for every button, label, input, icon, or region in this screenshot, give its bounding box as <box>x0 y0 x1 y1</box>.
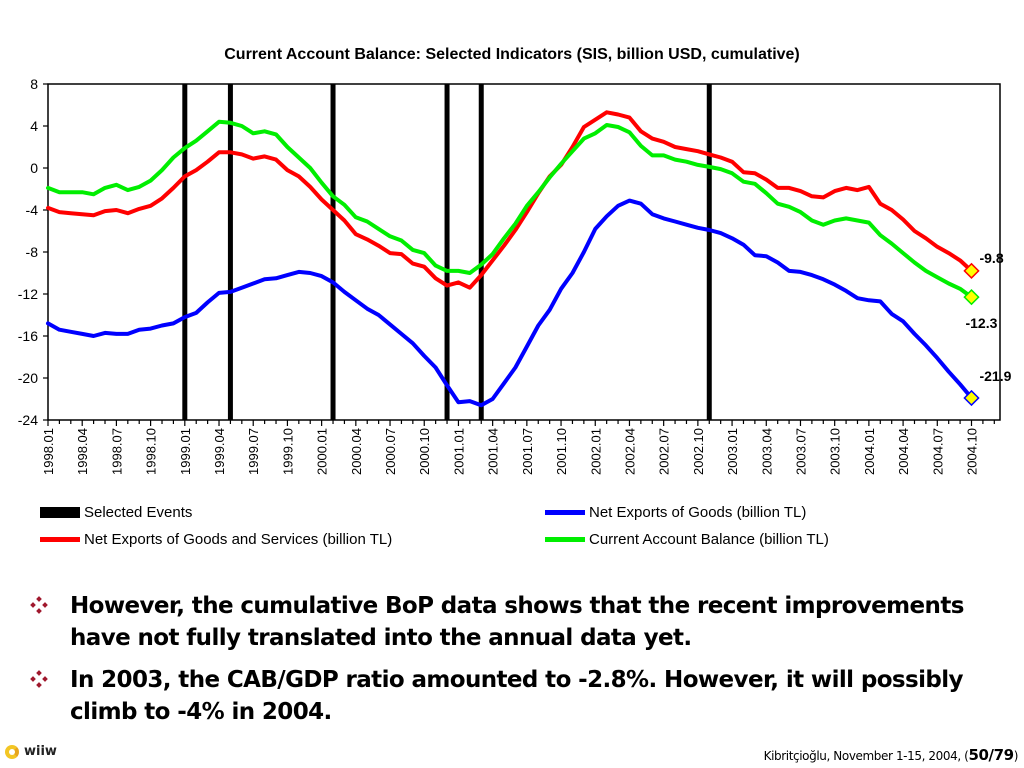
diamond-bullet-icon <box>30 670 48 688</box>
x-tick-label: 2000.01 <box>315 428 330 475</box>
chart-title: Current Account Balance: Selected Indica… <box>224 46 800 63</box>
chart: Current Account Balance: Selected Indica… <box>18 46 1012 475</box>
y-tick-label: -8 <box>26 244 39 260</box>
series-line-1 <box>46 198 974 408</box>
end-marker <box>963 289 980 306</box>
bullet-item: However, the cumulative BoP data shows t… <box>30 590 1020 654</box>
legend-label: Net Exports of Goods (billion TL) <box>589 504 807 521</box>
y-tick-label: 8 <box>30 76 38 92</box>
legend-swatch-net-exports-goods-services <box>40 537 80 542</box>
x-tick-label: 2004.07 <box>930 428 945 475</box>
legend-swatch-net-exports-goods <box>545 510 585 515</box>
legend-item-selected-events: Selected Events <box>40 504 192 521</box>
legend-item-net-exports-goods: Net Exports of Goods (billion TL) <box>545 504 806 521</box>
end-marker <box>963 389 980 407</box>
x-tick-label: 1998.04 <box>75 428 90 475</box>
y-tick-label: -16 <box>18 328 38 344</box>
end-marker <box>963 262 980 280</box>
end-value-label: -21.9 <box>979 368 1011 384</box>
legend-swatch-selected-events <box>40 507 80 518</box>
legend-swatch-current-account-balance <box>545 537 585 542</box>
y-tick-label: -24 <box>18 412 38 428</box>
x-tick-label: 1999.04 <box>212 428 227 475</box>
x-tick-label: 2004.01 <box>862 428 877 475</box>
x-tick-label: 2001.04 <box>486 428 501 475</box>
x-tick-label: 2001.01 <box>451 428 466 475</box>
footer-credit: Kibritçioğlu, November 1-15, 2004, (50/7… <box>763 746 1019 764</box>
y-tick-label: 4 <box>30 118 38 134</box>
x-tick-label: 2001.07 <box>520 428 535 475</box>
bullet-item: In 2003, the CAB/GDP ratio amounted to -… <box>30 664 1020 728</box>
bullet-text: In 2003, the CAB/GDP ratio amounted to -… <box>70 667 964 725</box>
series-line-3 <box>46 119 974 300</box>
logo-ring-icon <box>5 744 19 759</box>
x-tick-label: 1999.10 <box>280 428 295 475</box>
logo-text: wiiw <box>24 744 57 759</box>
bullet-text: However, the cumulative BoP data shows t… <box>70 593 964 651</box>
x-tick-label: 1999.01 <box>178 428 193 475</box>
x-tick-label: 2003.04 <box>759 428 774 475</box>
x-tick-label: 2000.10 <box>417 428 432 475</box>
x-tick-label: 2001.10 <box>554 428 569 475</box>
x-tick-label: 2000.04 <box>349 428 364 475</box>
x-tick-label: 2000.07 <box>383 428 398 475</box>
footer-credit-text: Kibritçioğlu, November 1-15, 2004, ( <box>763 749 969 763</box>
x-tick-label: 2004.04 <box>896 428 911 475</box>
y-tick-label: -4 <box>26 202 39 218</box>
x-tick-label: 2003.07 <box>793 428 808 475</box>
bullet-list: However, the cumulative BoP data shows t… <box>30 590 1020 738</box>
legend-item-current-account-balance: Current Account Balance (billion TL) <box>545 531 829 548</box>
legend-label: Selected Events <box>84 504 193 521</box>
diamond-bullet-icon <box>30 596 48 614</box>
x-tick-label: 1998.01 <box>41 428 56 475</box>
x-tick-label: 1999.07 <box>246 428 261 475</box>
x-tick-label: 2002.01 <box>588 428 603 475</box>
x-tick-label: 2002.07 <box>657 428 672 475</box>
y-tick-label: -12 <box>18 286 38 302</box>
legend-label: Net Exports of Goods and Services (billi… <box>84 531 393 548</box>
end-value-label: -9.8 <box>979 250 1003 266</box>
series-line-2 <box>46 110 974 290</box>
x-tick-label: 2002.10 <box>691 428 706 475</box>
footer-credit-close: ) <box>1013 749 1019 763</box>
x-tick-label: 2003.01 <box>725 428 740 475</box>
end-value-label: -12.3 <box>965 315 997 331</box>
y-tick-label: 0 <box>30 160 38 176</box>
page-number: 50/79 <box>968 746 1014 764</box>
legend-label: Current Account Balance (billion TL) <box>589 531 829 548</box>
wiiw-logo: wiiw <box>5 744 57 759</box>
x-tick-label: 2004.10 <box>964 428 979 475</box>
x-tick-label: 1998.10 <box>144 428 159 475</box>
x-tick-label: 1998.07 <box>109 428 124 475</box>
plot-frame <box>47 83 1001 421</box>
x-tick-label: 2003.10 <box>828 428 843 475</box>
y-tick-label: -20 <box>18 370 38 386</box>
legend-item-net-exports-goods-services: Net Exports of Goods and Services (billi… <box>40 531 392 548</box>
x-tick-label: 2002.04 <box>622 428 637 475</box>
